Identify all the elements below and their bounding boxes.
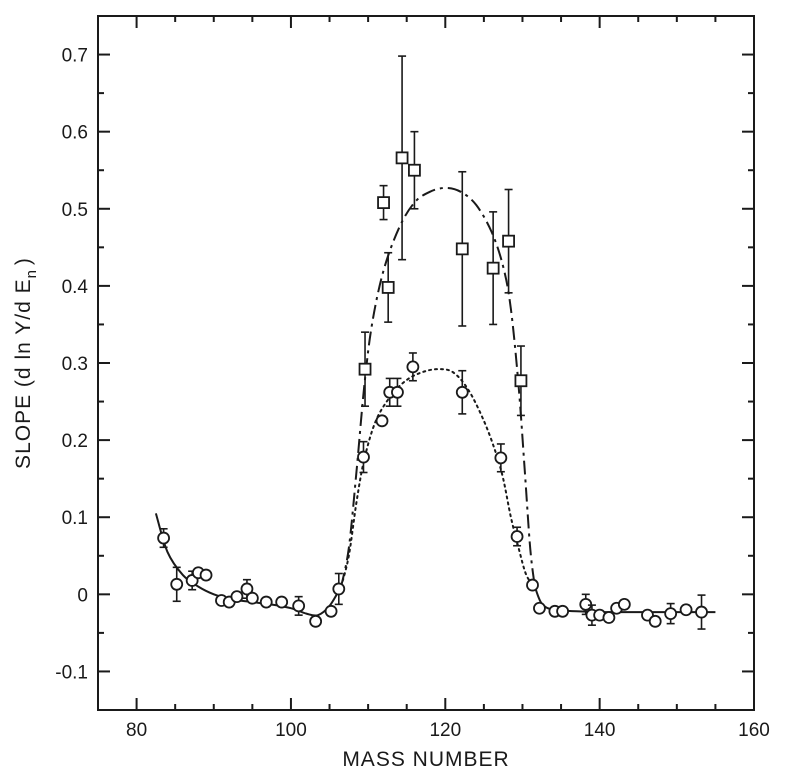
data-point-square [514,374,528,388]
y-axis-title-close: ) [12,257,35,265]
data-point-circle [275,595,289,609]
axis-ticks [97,16,755,710]
data-point-square [486,261,500,275]
y-tick-label: 0 [77,585,88,606]
y-tick-label: 0.2 [62,431,88,452]
data-point-square [455,242,469,256]
data-point-circle [292,599,306,613]
x-tick-labels: 80 100 120 140 160 [126,720,770,741]
data-point-circle [170,577,184,591]
data-point-square [377,196,390,210]
x-tick-label: 140 [584,720,616,741]
data-point-circle [556,604,570,618]
data-point-circle [199,568,213,582]
data-point-circle [391,385,404,399]
y-tick-label: -0.1 [55,662,88,683]
fit-curve-dotted [340,368,536,588]
y-axis-title-main: SLOPE (d ln Y/d E [12,278,35,469]
data-point-square [381,281,395,294]
x-axis-title: MASS NUMBER [342,748,509,771]
y-tick-label: 0.1 [62,508,88,529]
data-point-circle [533,601,546,615]
y-tick-label: 0.7 [62,46,88,67]
data-point-circle [375,414,389,428]
data-point-circle [648,614,662,628]
data-point-square [395,151,409,165]
x-tick-label: 80 [126,720,147,741]
x-tick-label: 160 [738,720,770,741]
y-tick-label: 0.6 [62,123,88,144]
data-point-circle [245,591,259,605]
data-point-circle [406,360,420,374]
data-point-circle [695,605,708,619]
y-axis-title-subscript: n [23,269,40,278]
data-points [157,55,708,630]
plot-frame [97,15,755,711]
data-point-circle [230,590,244,604]
data-point-circle [157,531,171,545]
y-tick-labels: -0.1 0 0.1 0.2 0.3 0.4 0.5 0.6 0.7 [55,46,88,684]
data-point-square [358,362,372,376]
y-tick-label: 0.4 [62,277,89,298]
data-point-square [408,163,421,177]
y-tick-label: 0.3 [62,354,88,375]
fit-curve-dash-dot [340,186,536,587]
data-point-circle [259,595,273,609]
data-point-circle [664,607,678,621]
data-point-circle [494,451,508,465]
data-point-circle [309,614,323,628]
data-point-circle [617,597,631,611]
data-point-circle [324,604,338,618]
data-point-circle [357,450,370,464]
fit-curves [154,186,716,617]
x-tick-label: 120 [429,720,461,741]
data-point-circle [679,603,693,617]
data-point-square [502,234,515,248]
y-tick-label: 0.5 [62,200,88,221]
x-tick-label: 100 [275,720,307,741]
data-point-circle [526,578,539,592]
data-point-circle [510,530,524,543]
data-point-circle [240,582,254,596]
data-point-circle [455,385,469,399]
data-point-circle [602,611,616,624]
data-point-circle [332,582,346,596]
y-axis-title: SLOPE (d ln Y/d En) [12,257,40,469]
